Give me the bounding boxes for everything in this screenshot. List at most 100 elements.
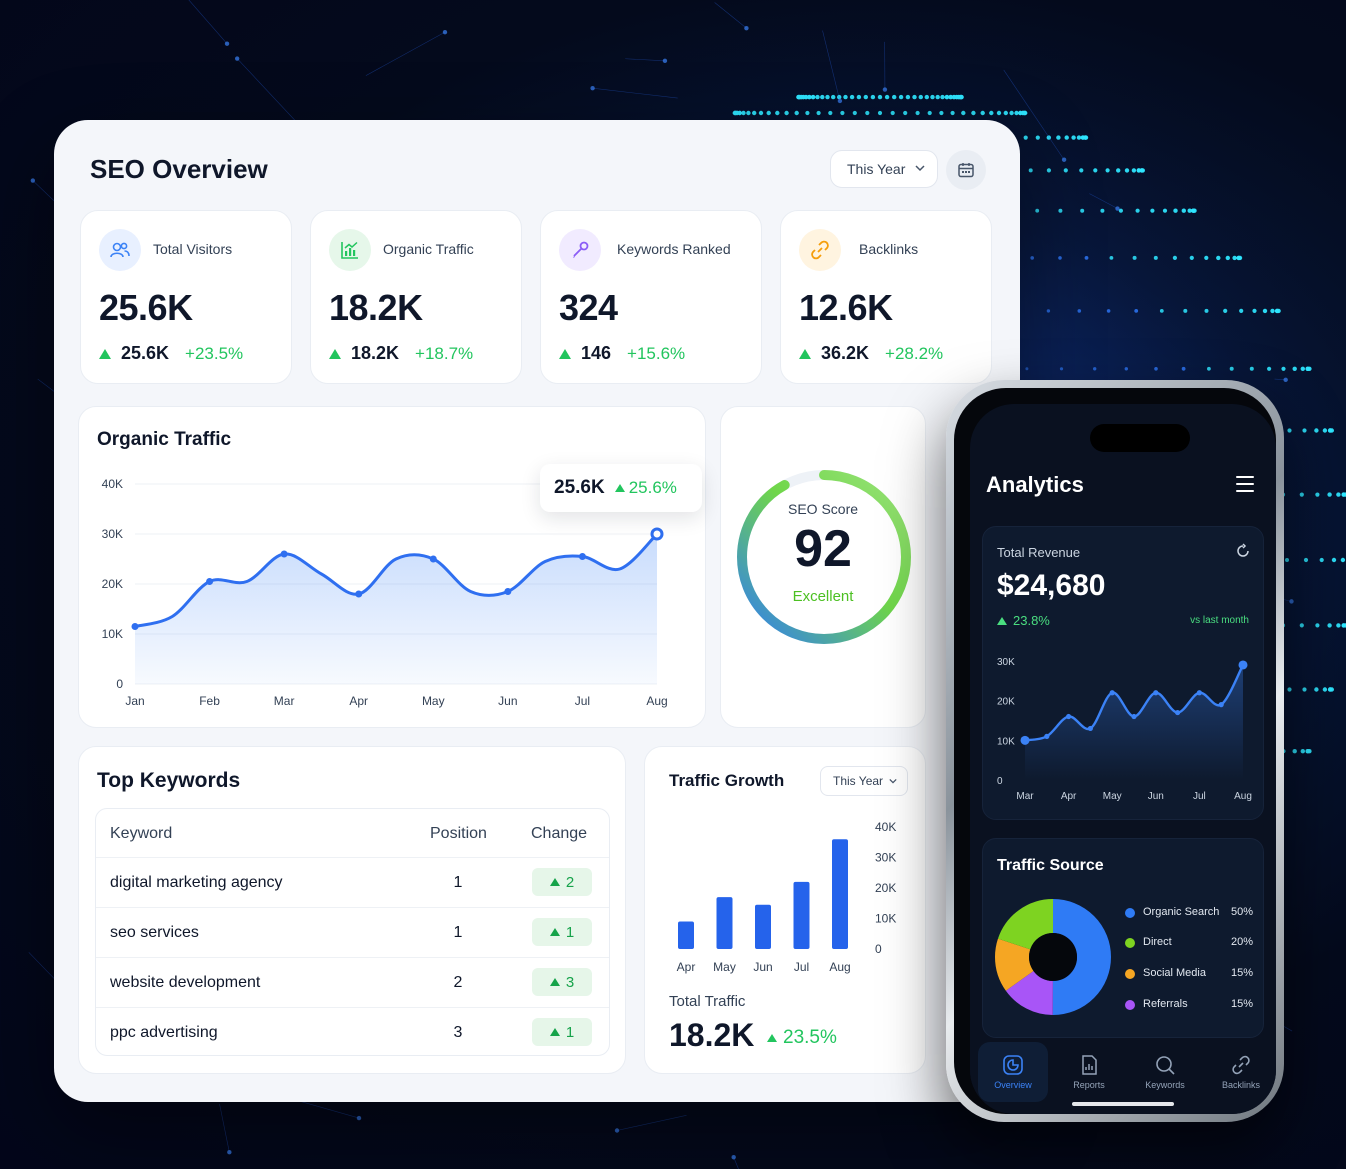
tab-keywords[interactable]: Keywords: [1130, 1042, 1200, 1102]
globe-dot: [1105, 168, 1110, 173]
globe-dot: [1023, 135, 1028, 140]
globe-dot: [1274, 308, 1280, 314]
globe-dot: [1305, 366, 1310, 371]
x-tick-label: Aug: [646, 694, 667, 708]
calendar-icon: [958, 163, 974, 178]
up-arrow-icon: [549, 1028, 560, 1036]
table-row[interactable]: website development 2 3: [96, 957, 609, 1007]
donut-slice: [995, 899, 1111, 1015]
globe-dot: [1204, 255, 1209, 260]
legend-label: Referrals: [1143, 998, 1188, 1010]
globe-dot: [903, 110, 908, 116]
globe-dot: [752, 110, 757, 116]
globe-dot: [1124, 367, 1129, 371]
globe-dot: [1080, 208, 1085, 213]
globe-dot: [810, 94, 816, 100]
y-tick-label: 10K: [102, 627, 123, 641]
globe-dot: [1181, 366, 1186, 371]
globe-dot: [1315, 492, 1320, 497]
menu-icon[interactable]: [1236, 476, 1254, 492]
network-node: [837, 98, 843, 104]
globe-dot: [849, 94, 855, 100]
globe-dot: [1299, 623, 1304, 628]
legend-value: 15%: [1230, 967, 1253, 979]
seo-score-title: SEO Score: [787, 501, 859, 517]
legend-value: 20%: [1230, 936, 1253, 948]
up-arrow-icon: [99, 348, 111, 359]
globe-dot: [784, 110, 789, 116]
table-row[interactable]: ppc advertising 3 1: [96, 1007, 609, 1057]
network-line: [365, 31, 446, 76]
stat-card-organic-traffic[interactable]: Organic Traffic 18.2K 18.2K +18.7%: [310, 210, 522, 384]
globe-dot: [1118, 208, 1123, 213]
globe-dot: [746, 110, 751, 116]
seo-score-label: Excellent: [792, 588, 854, 605]
calendar-button[interactable]: [946, 150, 986, 190]
globe-dot: [1187, 208, 1192, 213]
globe-dot: [1300, 366, 1306, 371]
area-fill: [1025, 664, 1243, 780]
globe-dot: [1172, 255, 1177, 260]
globe-dot: [1287, 428, 1292, 433]
legend-item-social-media: Social Media 15%: [1125, 966, 1253, 982]
globe-dot: [837, 94, 842, 100]
tab-backlinks[interactable]: Backlinks: [1206, 1042, 1276, 1102]
globe-dot: [1080, 135, 1086, 140]
tooltip-value: 25.6K: [554, 477, 605, 498]
globe-dot: [1204, 308, 1209, 313]
globe-dot: [816, 110, 821, 116]
globe-dot: [1079, 168, 1084, 173]
globe-dot: [820, 94, 825, 100]
stat-label: Total Visitors: [153, 241, 233, 257]
globe-dot: [831, 94, 836, 100]
position-cell: 1: [453, 874, 463, 891]
data-point: [1020, 735, 1030, 745]
tab-overview[interactable]: Overview: [978, 1042, 1048, 1102]
stat-change: +18.7%: [415, 343, 474, 363]
stat-card-total-visitors[interactable]: Total Visitors 25.6K 25.6K +23.5%: [80, 210, 292, 384]
change-value: 2: [565, 873, 575, 891]
refresh-icon[interactable]: [1235, 543, 1251, 559]
network-node: [227, 1149, 232, 1155]
globe-dot: [1252, 308, 1257, 313]
highlight-point: [1238, 660, 1248, 670]
keyword-cell: website development: [110, 974, 261, 991]
stat-card-backlinks[interactable]: Backlinks 12.6K 36.2K +28.2%: [780, 210, 992, 384]
globe-dot: [1341, 492, 1346, 497]
position-cell: 3: [453, 1024, 463, 1041]
network-node: [662, 58, 668, 64]
network-line: [822, 30, 841, 102]
x-tick-label: May: [422, 694, 445, 708]
x-tick-label: Mar: [1016, 791, 1034, 802]
y-tick-label: 30K: [875, 851, 896, 865]
tab-reports[interactable]: Reports: [1054, 1042, 1124, 1102]
x-tick-label: Jun: [1148, 791, 1164, 802]
globe-dot: [1046, 168, 1051, 173]
period-select[interactable]: This Year: [830, 150, 938, 188]
globe-dot: [1071, 135, 1076, 140]
data-point: [1218, 702, 1224, 708]
network-line: [592, 87, 678, 99]
table-row[interactable]: digital marketing agency 1 2: [96, 857, 609, 907]
revenue-comparison: vs last month: [1190, 615, 1249, 626]
network-line: [1003, 69, 1065, 160]
stat-card-keywords-ranked[interactable]: Keywords Ranked 324 146 +15.6%: [540, 210, 762, 384]
globe-dot: [1236, 255, 1241, 261]
globe-dot: [1093, 168, 1098, 173]
globe-dot: [1077, 309, 1082, 313]
globe-dot: [1331, 557, 1337, 563]
traffic-growth-period-select[interactable]: This Year: [820, 766, 908, 796]
table-row[interactable]: seo services 1 1: [96, 907, 609, 957]
globe-dot: [1014, 110, 1019, 116]
revenue-value: $24,680: [997, 569, 1106, 602]
globe-dot: [1281, 366, 1286, 371]
globe-dot: [1028, 168, 1033, 173]
revenue-label: Total Revenue: [997, 545, 1081, 560]
keyword-cell: ppc advertising: [110, 1024, 218, 1041]
globe-dot: [940, 94, 945, 100]
network-node: [1283, 377, 1288, 383]
chart-icon: [329, 229, 371, 271]
revenue-chart: 0 10K 20K 30K Mar Apr May Jun Jul Aug: [997, 657, 1252, 802]
stat-change: +28.2%: [885, 343, 944, 363]
globe-dot: [1150, 208, 1155, 213]
